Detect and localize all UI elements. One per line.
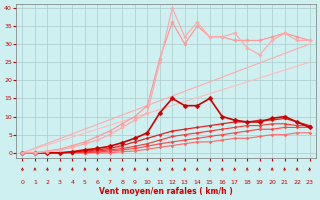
X-axis label: Vent moyen/en rafales ( km/h ): Vent moyen/en rafales ( km/h ): [99, 187, 233, 196]
